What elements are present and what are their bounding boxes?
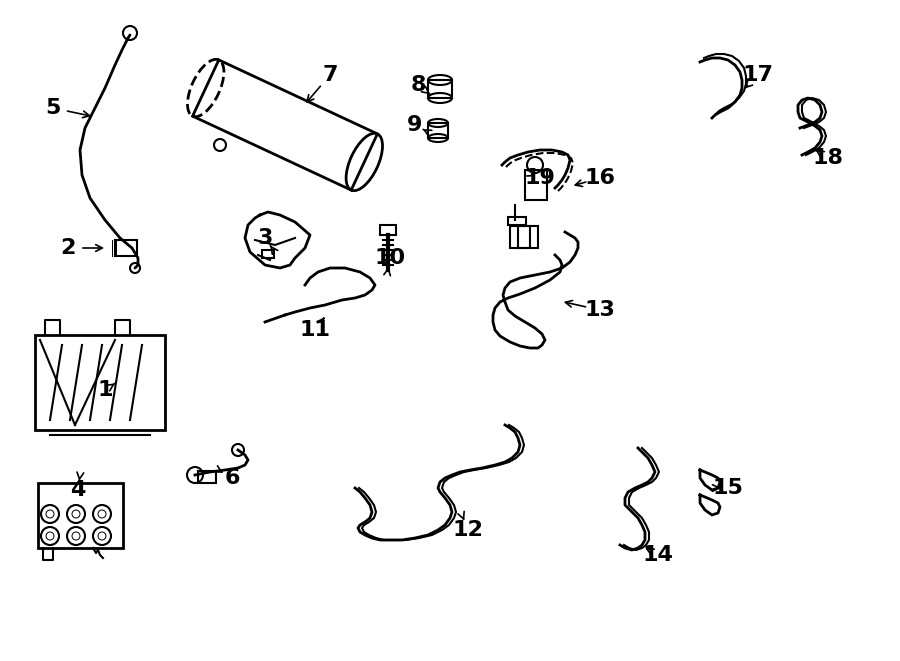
Text: 14: 14: [643, 545, 673, 565]
Text: 19: 19: [525, 168, 555, 188]
Text: 11: 11: [300, 320, 330, 340]
Text: 10: 10: [374, 248, 406, 268]
Bar: [380, 225, 396, 235]
Text: 4: 4: [70, 480, 86, 500]
Bar: [198, 471, 216, 483]
Bar: [510, 226, 538, 248]
Bar: [38, 483, 123, 548]
Bar: [262, 250, 274, 258]
Text: 2: 2: [60, 238, 76, 258]
Text: 3: 3: [257, 228, 273, 248]
Bar: [115, 240, 137, 256]
Text: 6: 6: [224, 468, 239, 488]
Text: 1: 1: [97, 380, 112, 400]
Bar: [428, 123, 448, 138]
Text: 17: 17: [742, 65, 773, 85]
Bar: [35, 335, 165, 430]
Text: 7: 7: [322, 65, 338, 85]
Bar: [525, 170, 547, 200]
Text: 18: 18: [813, 148, 843, 168]
Text: 15: 15: [713, 478, 743, 498]
Bar: [428, 80, 452, 98]
Bar: [508, 217, 526, 225]
Text: 13: 13: [585, 300, 616, 320]
Text: 9: 9: [408, 115, 423, 135]
Text: 12: 12: [453, 520, 483, 540]
Text: 8: 8: [410, 75, 426, 95]
Text: 16: 16: [584, 168, 616, 188]
Text: 5: 5: [45, 98, 60, 118]
